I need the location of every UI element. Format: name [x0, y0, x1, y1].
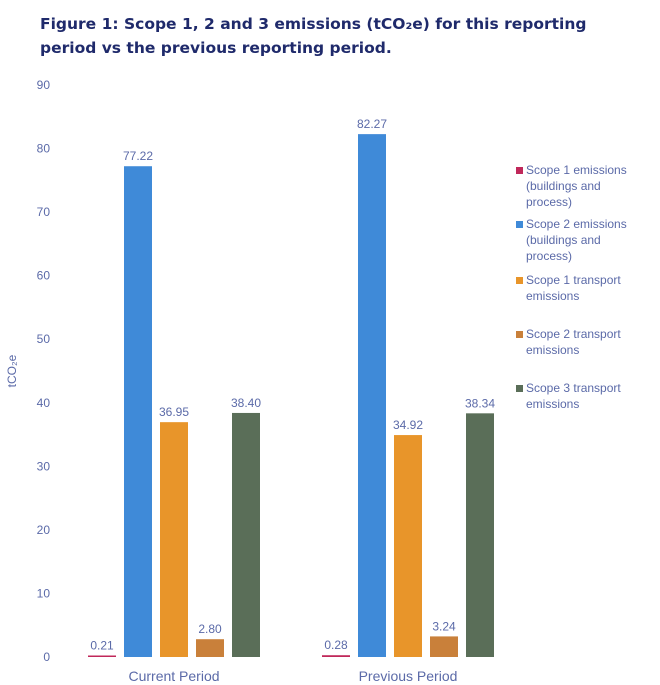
x-axis-labels: Current Period Previous Period [128, 668, 457, 684]
legend-swatch [516, 221, 523, 228]
y-tick-label: 80 [37, 142, 51, 156]
data-label: 77.22 [123, 149, 153, 163]
data-label: 36.95 [159, 405, 189, 419]
bar [124, 166, 152, 657]
legend-swatch [516, 277, 523, 284]
y-tick-label: 70 [37, 205, 51, 219]
legend-label: (buildings and [526, 179, 601, 193]
y-axis-title: tCO₂e [5, 354, 19, 387]
bar [88, 655, 116, 657]
bar [322, 655, 350, 657]
bar [160, 422, 188, 657]
bars [88, 134, 494, 658]
x-category-label: Previous Period [359, 668, 458, 684]
y-tick-label: 90 [37, 78, 51, 92]
y-axis-title-group: tCO₂e [5, 354, 19, 387]
legend-swatch [516, 331, 523, 338]
legend-swatch [516, 385, 523, 392]
data-label: 0.28 [324, 638, 348, 652]
legend-label: Scope 2 transport [526, 327, 621, 341]
data-label: 2.80 [198, 622, 222, 636]
data-label: 82.27 [357, 117, 387, 131]
y-tick-label: 10 [37, 586, 51, 600]
legend-label: emissions [526, 343, 579, 357]
y-tick-label: 0 [43, 650, 50, 664]
legend-label: (buildings and [526, 233, 601, 247]
legend-label: process) [526, 195, 572, 209]
y-tick-label: 20 [37, 523, 51, 537]
y-tick-label: 60 [37, 269, 51, 283]
legend-label: process) [526, 249, 572, 263]
legend: Scope 1 emissions (buildings and process) S… [516, 163, 627, 411]
y-tick-label: 50 [37, 332, 51, 346]
legend-swatch [516, 167, 523, 174]
data-labels: 0.21 77.22 36.95 2.80 38.40 0.28 82.27 34.92 3.2… [90, 117, 495, 652]
bar [394, 435, 422, 657]
bar [466, 413, 494, 657]
y-tick-label: 30 [37, 459, 51, 473]
bar [358, 134, 386, 658]
legend-label: Scope 2 emissions [526, 217, 627, 231]
legend-label: emissions [526, 397, 579, 411]
data-label: 0.21 [90, 639, 114, 653]
legend-label: Scope 1 emissions [526, 163, 627, 177]
bar [196, 639, 224, 657]
data-label: 38.34 [465, 396, 495, 410]
x-category-label: Current Period [128, 668, 219, 684]
legend-label: Scope 3 transport [526, 381, 621, 395]
data-label: 3.24 [432, 619, 456, 633]
bar [430, 636, 458, 657]
data-label: 38.40 [231, 396, 261, 410]
y-axis-ticks: 0 10 20 30 40 50 60 70 80 90 [37, 78, 51, 664]
legend-label: Scope 1 transport [526, 273, 621, 287]
bar [232, 412, 260, 657]
legend-label: emissions [526, 289, 579, 303]
chart-title: Figure 1: Scope 1, 2 and 3 emissions (tC… [40, 15, 587, 57]
data-label: 34.92 [393, 418, 423, 432]
y-tick-label: 40 [37, 396, 51, 410]
